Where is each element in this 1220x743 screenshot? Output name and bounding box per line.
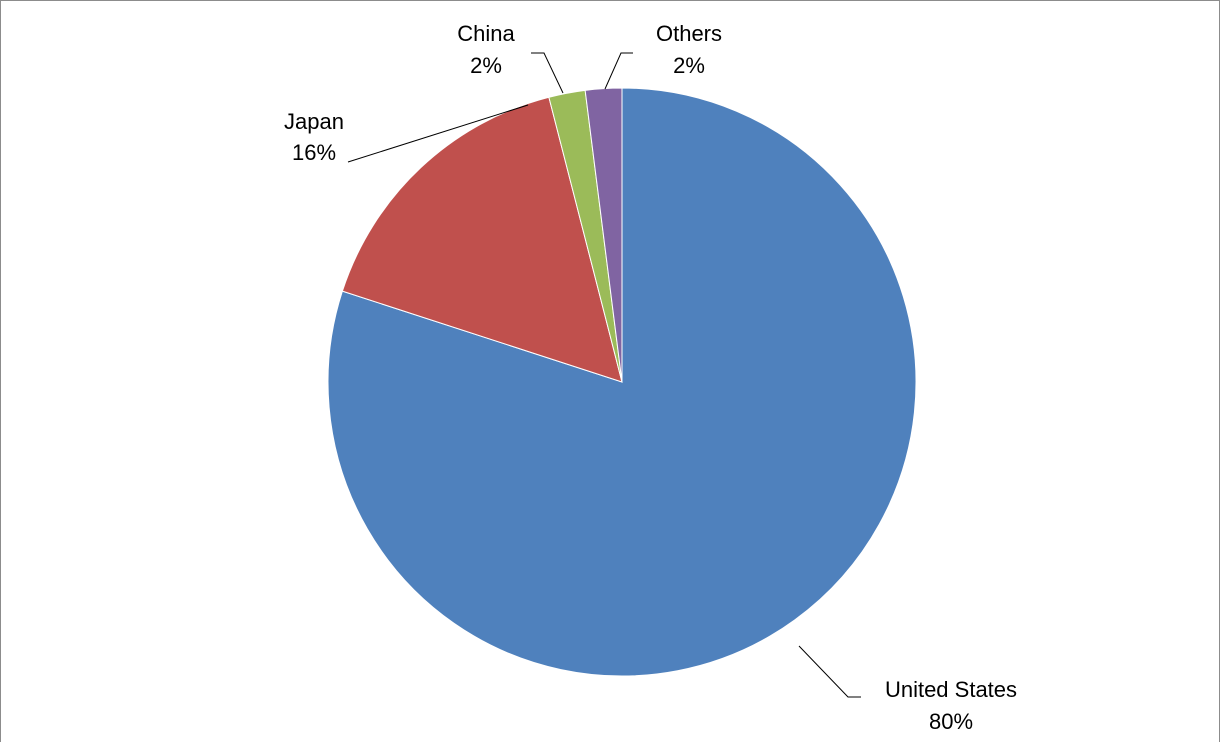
leader-line-china (531, 52, 564, 94)
data-label-category-japan: Japan (284, 109, 344, 134)
leader-line-japan (347, 104, 529, 163)
leader-line-others (604, 52, 633, 90)
leader-line-united-states (798, 645, 861, 698)
data-label-category-others: Others (656, 21, 722, 46)
pie-slice-japan (341, 96, 623, 383)
data-label-category-united-states: United States (885, 677, 1017, 702)
data-label-value-others: 2% (673, 53, 705, 78)
data-label-value-china: 2% (470, 53, 502, 78)
data-label-value-united-states: 80% (929, 709, 973, 734)
data-label-value-japan: 16% (292, 140, 336, 165)
data-label-category-china: China (457, 21, 515, 46)
pie-slice-others (584, 87, 623, 383)
